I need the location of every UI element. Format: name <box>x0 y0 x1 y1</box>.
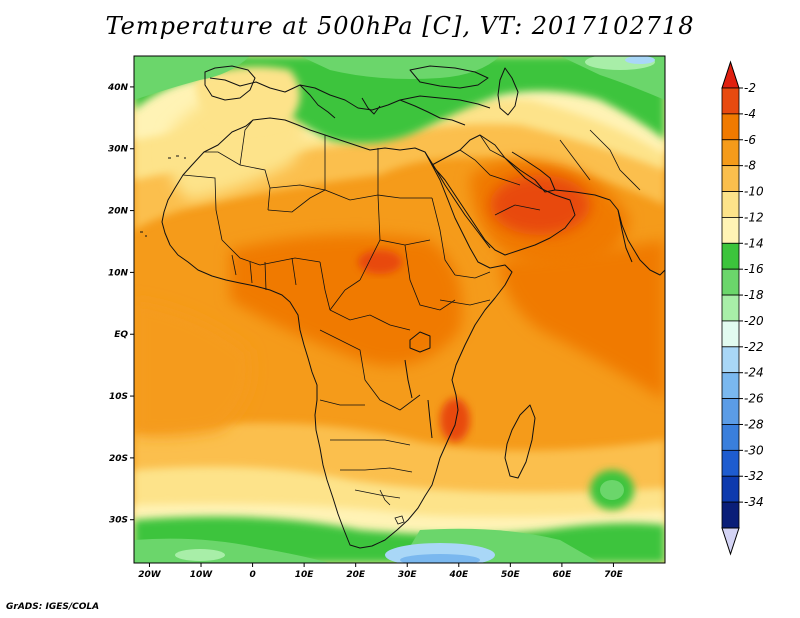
field-south-cold-24 <box>400 554 480 563</box>
field-central-africa-4 <box>230 234 462 366</box>
africa-coastline <box>161 117 513 549</box>
colorbar-label: -26 <box>744 392 764 406</box>
greece <box>361 97 381 115</box>
colorbar-swatch <box>721 320 740 348</box>
colorbar-label: -20 <box>744 314 764 328</box>
colorbar-swatch <box>721 113 740 141</box>
colorbar-swatch <box>721 424 740 451</box>
lake-malawi <box>427 399 433 439</box>
field-atlantic-6 <box>134 300 252 437</box>
lat-tick-label: 30N <box>108 145 129 155</box>
lat-tick-label: 10S <box>109 392 128 402</box>
lat-tick-label: EQ <box>114 330 128 340</box>
colorbar-label: -4 <box>744 107 756 121</box>
iberia <box>204 65 256 101</box>
field-sahara-bulge <box>195 66 300 129</box>
colorbar-label: -22 <box>744 340 764 354</box>
field-mozambique-hotspot <box>440 398 470 442</box>
colorbar-label: -12 <box>744 210 764 224</box>
colorbar-label: -14 <box>744 236 764 250</box>
lon-tick-label: 20E <box>346 570 366 580</box>
field-south-cold-18 <box>175 549 225 561</box>
colorbar-label: -6 <box>744 133 756 147</box>
colorbar-swatch <box>721 501 740 529</box>
india-west-coast <box>617 209 633 263</box>
colorbar-bottom-arrow <box>721 527 740 556</box>
turkey-coast <box>399 95 491 109</box>
madagascar-coastline <box>504 404 536 479</box>
colorbar-label: -18 <box>744 288 764 302</box>
lat-tick-label: 30S <box>109 516 128 526</box>
software-credit: GrADS: IGES/COLA <box>6 602 100 612</box>
lake-victoria <box>409 331 431 353</box>
colorbar-label: -24 <box>744 366 764 380</box>
country-borders <box>182 119 641 525</box>
field-sudan-hotspot <box>358 250 402 274</box>
lon-tick-label: 0 <box>249 570 255 580</box>
colorbar-swatch <box>721 242 740 270</box>
lat-tick-label: 10N <box>108 268 129 278</box>
cape-verde <box>140 231 147 237</box>
lon-tick-label: 60E <box>553 570 573 580</box>
temperature-field <box>134 56 665 563</box>
colorbar-top-arrow <box>721 60 740 89</box>
lake-tanganyika <box>404 359 413 399</box>
colorbar-swatch <box>721 372 740 399</box>
colorbar-swatch <box>721 217 740 244</box>
canary-islands <box>168 155 186 159</box>
colorbar-swatch <box>721 449 740 477</box>
colorbar-swatch <box>721 294 740 322</box>
colorbar-label: -30 <box>744 443 764 457</box>
black-sea <box>409 65 489 89</box>
lon-tick-label: 10W <box>190 570 214 580</box>
colorbar: -2 -4 -6 -8 -10 -12 -14 -16 -18 -20 -22 -24 -26 -28 -3… <box>721 60 764 556</box>
field-north-band-16b <box>300 56 500 79</box>
field-arabia-core <box>490 175 590 235</box>
colorbar-swatch <box>721 398 740 425</box>
colorbar-label: -2 <box>744 81 756 95</box>
colorbar-label: -16 <box>744 262 764 276</box>
field-north-band-22 <box>625 56 655 64</box>
colorbar-swatch <box>721 139 740 167</box>
colorbar-label: -10 <box>744 185 764 199</box>
lon-tick-label: 70E <box>604 570 624 580</box>
colorbar-swatch <box>721 165 740 192</box>
italy <box>299 84 336 119</box>
colorbar-label: -32 <box>744 469 764 483</box>
field-indian-ocean-4 <box>500 240 665 400</box>
colorbar-swatch <box>721 191 740 218</box>
lon-tick-label: 50E <box>501 570 521 580</box>
colorbar-swatch <box>721 346 740 374</box>
colorbar-label: -34 <box>744 495 764 509</box>
map-title: Temperature at 500hPa [C], VT: 201710271… <box>105 12 695 40</box>
lon-tick-label: 30E <box>398 570 418 580</box>
lon-tick-label: 40E <box>448 570 469 580</box>
plot-frame <box>133 55 666 564</box>
lat-tick-label: 20S <box>109 454 128 464</box>
colorbar-label: -8 <box>744 159 756 173</box>
colorbar-swatch <box>721 475 740 503</box>
latitude-axis: 40N 30N 20N 10N EQ 10S 20S 30S <box>107 83 134 526</box>
south-asia-coastline <box>554 189 665 276</box>
caspian-sea <box>497 67 519 116</box>
lat-tick-label: 20N <box>108 207 129 217</box>
lon-tick-label: 20W <box>138 570 162 580</box>
colorbar-swatch <box>721 268 740 296</box>
lat-tick-label: 40N <box>107 83 129 93</box>
coastlines <box>140 65 665 549</box>
colorbar-label: -28 <box>744 417 764 431</box>
lon-tick-label: 10E <box>295 570 315 580</box>
mediterranean-north-coast <box>209 77 466 126</box>
longitude-axis: 20W 10W 0 10E 20E 30E 40E 50E 60E 70E <box>138 563 624 580</box>
colorbar-swatch <box>721 87 740 115</box>
field-indian-ocean-blob-core <box>600 480 624 500</box>
red-sea <box>424 151 491 249</box>
